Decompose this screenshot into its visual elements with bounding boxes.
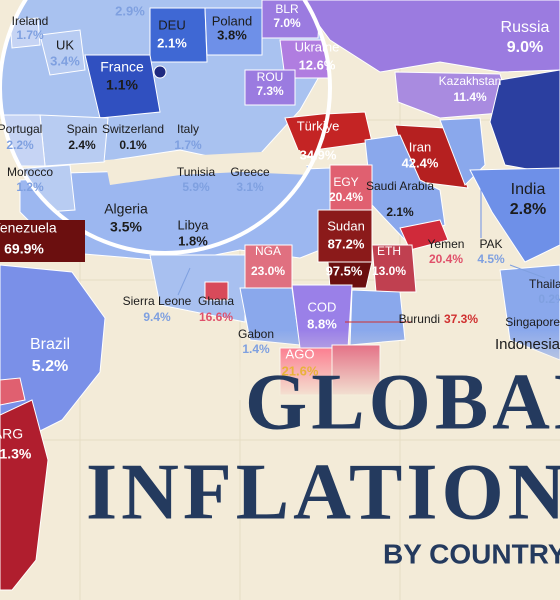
inflation-rate: 3.1% bbox=[236, 180, 264, 194]
inflation-rate: 69.9% bbox=[4, 241, 44, 257]
inflation-rate: 9.0% bbox=[507, 39, 543, 56]
inflation-rate: 7.0% bbox=[273, 16, 301, 30]
country-name: Gabon bbox=[238, 327, 274, 341]
country-name: Venezuela bbox=[0, 220, 57, 236]
country-name: BLR bbox=[275, 2, 299, 16]
inflation-rate: 3.8% bbox=[217, 27, 247, 42]
inflation-rate: 0.1% bbox=[119, 138, 147, 152]
inflation-rate: 5.9% bbox=[182, 180, 210, 194]
country-name: ETH bbox=[377, 244, 401, 258]
country-name: Morocco bbox=[7, 165, 53, 179]
country-name: India bbox=[511, 181, 546, 198]
country-name: Portugal bbox=[0, 122, 42, 136]
country-name: Ukraine bbox=[295, 39, 340, 54]
country-name: Indonesia bbox=[495, 336, 560, 353]
leaders bbox=[177, 178, 546, 323]
country-name: Thailand bbox=[529, 277, 560, 291]
inflation-rate: 42.4% bbox=[402, 155, 439, 170]
country-name: DEU bbox=[158, 17, 185, 32]
country-name: NGA bbox=[255, 244, 281, 258]
inflation-rate: 11.4% bbox=[453, 90, 487, 104]
country-name: Sudan bbox=[327, 218, 365, 233]
inflation-rate: 2.8% bbox=[510, 201, 546, 218]
inflation-rate: 1.7% bbox=[16, 28, 44, 42]
inflation-rate: 9.4% bbox=[143, 310, 171, 324]
country-name: France bbox=[100, 59, 144, 75]
inflation-rate: 2.1% bbox=[386, 205, 414, 219]
inflation-rate: 97.5% bbox=[326, 263, 363, 278]
inflation-rate: 87.2% bbox=[328, 236, 365, 251]
country-name: Burundi bbox=[399, 312, 440, 326]
inflation-rate: 1.8% bbox=[178, 233, 208, 248]
inflation-rate: 4.5% bbox=[477, 252, 505, 266]
inflation-rate: 21.6% bbox=[282, 363, 319, 378]
country-name: Saudi Arabia bbox=[366, 179, 434, 193]
venezuela-box bbox=[0, 220, 85, 262]
inflation-rate: 13.0% bbox=[372, 264, 406, 278]
inflation-rate: 0.2% bbox=[538, 292, 560, 306]
inflation-rate: 8.8% bbox=[307, 316, 337, 331]
country-name: Greece bbox=[230, 165, 270, 179]
inflation-rate: 16.6% bbox=[199, 310, 233, 324]
inflation-rate: 3.4% bbox=[50, 53, 80, 68]
country-name: AGO bbox=[286, 346, 315, 361]
inflation-rate: 2.4% bbox=[68, 138, 96, 152]
country-name: Spain bbox=[67, 122, 98, 136]
title-line-1: GLOBAL bbox=[245, 358, 560, 446]
country-name: Singapore bbox=[505, 315, 560, 329]
country-name: Ireland bbox=[12, 14, 49, 28]
inflation-rate: 37.3% bbox=[444, 312, 478, 326]
country-name: Poland bbox=[212, 13, 252, 28]
country-name: EGY bbox=[333, 175, 358, 189]
country-name: Türkiye bbox=[297, 118, 340, 133]
country-name: ARG bbox=[0, 426, 23, 442]
inflation-rate: 1.7% bbox=[174, 138, 202, 152]
inflation-rate: 20.4% bbox=[429, 252, 463, 266]
country-name: COD bbox=[308, 299, 337, 314]
inflation-rate: 20.4% bbox=[329, 190, 363, 204]
country-name: Ghana bbox=[198, 294, 234, 308]
inflation-rate: 2.2% bbox=[6, 138, 34, 152]
country-name: Brazil bbox=[30, 336, 70, 353]
country-name: PAK bbox=[479, 237, 502, 251]
inflation-rate: 211.3% bbox=[0, 446, 32, 462]
inflation-rate: 1.4% bbox=[242, 342, 270, 356]
inflation-rate: 5.2% bbox=[32, 358, 68, 375]
inflation-rate: 12.6% bbox=[299, 57, 336, 72]
country-name: Switzerland bbox=[102, 122, 164, 136]
country-name: Kazakhstan bbox=[439, 74, 502, 88]
country-name: ROU bbox=[257, 70, 284, 84]
country-name: Sierra Leone bbox=[123, 294, 192, 308]
inflation-rate: 2.1% bbox=[157, 35, 187, 50]
country-name: Italy bbox=[177, 122, 199, 136]
subtitle: BY COUNTRY bbox=[383, 538, 560, 569]
country-name: Algeria bbox=[104, 201, 148, 217]
inset-ring bbox=[0, 0, 332, 255]
switzerland-marker bbox=[153, 65, 167, 79]
country-name: Iran bbox=[409, 139, 431, 154]
inflation-rate: 1.2% bbox=[16, 180, 44, 194]
inflation-rate: 1.1% bbox=[106, 77, 138, 93]
country-name: Libya bbox=[177, 217, 209, 232]
inflation-rate: 3.5% bbox=[110, 219, 142, 235]
inflation-rate: 34.9% bbox=[300, 147, 337, 162]
country-name: Russia bbox=[501, 19, 550, 36]
fade bbox=[180, 330, 560, 400]
inflation-rate: 23.0% bbox=[251, 264, 285, 278]
country-name: UK bbox=[56, 37, 74, 52]
title-line-2: INFLATION bbox=[86, 448, 560, 536]
inflation-rate: 2.9% bbox=[115, 3, 145, 18]
country-name: Tunisia bbox=[177, 165, 216, 179]
country-name: Yemen bbox=[428, 237, 465, 251]
inflation-rate: 7.3% bbox=[256, 84, 284, 98]
